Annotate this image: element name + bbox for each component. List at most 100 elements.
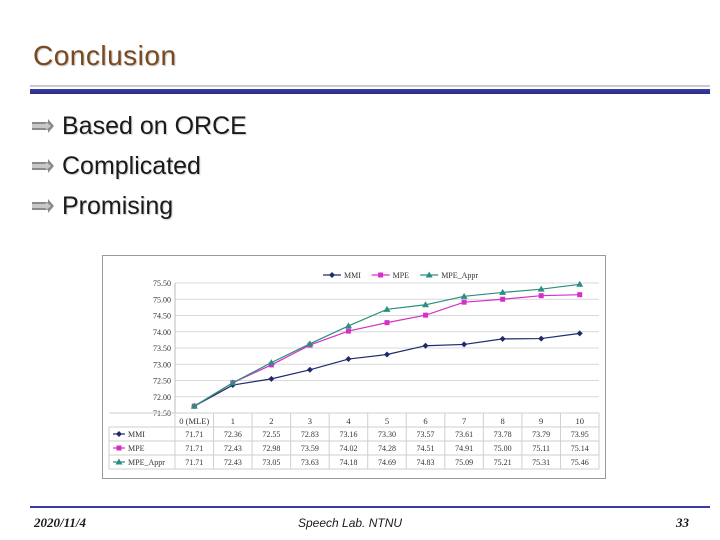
x-tick-label: 8	[501, 416, 505, 426]
title-rule-shadow	[30, 85, 710, 87]
data-point-mpe	[345, 328, 351, 334]
data-label: 73.05	[262, 458, 280, 467]
legend-label: MPE_Appr	[441, 271, 478, 280]
bullet-text: Complicated	[62, 151, 201, 180]
legend-label: MMI	[344, 271, 361, 280]
data-label: 75.14	[571, 444, 589, 453]
x-tick-label: 9	[539, 416, 543, 426]
data-point-mpe_appr	[499, 288, 507, 295]
bullet-arrow-icon	[32, 199, 54, 213]
data-label: 75.11	[532, 444, 550, 453]
data-point-mpe_appr	[267, 359, 275, 366]
data-label: 73.16	[339, 430, 357, 439]
x-tick-label: 2	[269, 416, 273, 426]
data-point-mpe_appr	[229, 379, 237, 386]
data-label: 75.00	[494, 444, 512, 453]
data-label: 73.95	[571, 430, 589, 439]
x-tick-label: 0 (MLE)	[179, 416, 209, 426]
table-legend-marker	[116, 445, 122, 451]
data-label: 71.71	[185, 430, 203, 439]
x-tick-label: 7	[462, 416, 466, 426]
x-tick-label: 1	[231, 416, 235, 426]
table-series-name: MMI	[128, 430, 145, 439]
bullet-text: Promising	[62, 191, 174, 220]
data-label: 74.28	[378, 444, 396, 453]
data-label: 73.57	[417, 430, 435, 439]
footer-date: 2020/11/4	[34, 515, 87, 530]
data-point-mpe_appr	[190, 402, 198, 409]
x-tick-label: 6	[423, 416, 427, 426]
data-label: 72.83	[301, 430, 319, 439]
data-label: 73.59	[301, 444, 319, 453]
footer-rule	[30, 506, 710, 508]
data-label: 72.43	[224, 458, 242, 467]
x-tick-label: 5	[385, 416, 389, 426]
table-legend-marker	[116, 431, 122, 437]
data-label: 73.78	[494, 430, 512, 439]
bullet-item: Complicated	[32, 146, 247, 186]
page-number: 33	[676, 515, 689, 530]
bullet-item: Based on ORCE	[32, 106, 247, 146]
x-tick-label: 3	[308, 416, 312, 426]
y-tick-label: 73.50	[153, 344, 171, 353]
data-point-mpe_appr	[422, 301, 430, 308]
data-point-mpe_appr	[383, 305, 391, 312]
bullet-text: Based on ORCE	[62, 111, 247, 140]
data-point-mmi	[345, 356, 352, 363]
y-tick-label: 74.50	[153, 312, 171, 321]
data-point-mmi	[461, 341, 468, 348]
data-point-mmi	[268, 375, 275, 382]
table-series-name: MPE_Appr	[128, 458, 165, 467]
line-chart: 71.5072.0072.5073.0073.5074.0074.5075.00…	[108, 271, 600, 470]
data-label: 73.30	[378, 430, 396, 439]
data-point-mmi	[384, 351, 390, 358]
series-line-mpe_appr	[193, 283, 580, 407]
x-tick-label: 10	[575, 416, 584, 426]
data-label: 74.51	[417, 444, 435, 453]
legend-marker	[425, 271, 433, 278]
y-tick-label: 75.00	[153, 295, 171, 304]
data-label: 72.43	[224, 444, 242, 453]
data-label: 74.69	[378, 458, 396, 467]
data-label: 73.79	[532, 430, 550, 439]
bullet-arrow-icon	[32, 159, 54, 173]
title-rule	[30, 89, 710, 94]
bullet-item: Promising	[32, 186, 247, 226]
data-point-mmi	[538, 335, 545, 342]
data-point-mpe_appr	[306, 340, 314, 347]
data-label: 72.98	[262, 444, 280, 453]
data-label: 72.36	[224, 430, 242, 439]
data-point-mpe	[500, 296, 506, 302]
data-label: 75.31	[532, 458, 550, 467]
data-point-mpe	[577, 292, 583, 298]
data-point-mpe_appr	[576, 280, 584, 287]
data-point-mpe	[384, 320, 390, 326]
legend-label: MPE	[393, 271, 410, 280]
table-legend-marker	[115, 458, 123, 465]
data-point-mmi	[576, 330, 583, 337]
y-tick-label: 73.00	[153, 360, 171, 369]
data-point-mmi	[306, 366, 313, 373]
chart-frame: 71.50 72.00 72.50 73.00 73.50 74.00 74.50 75.00…	[102, 255, 606, 479]
data-point-mpe	[423, 312, 429, 318]
data-label: 74.83	[417, 458, 435, 467]
data-point-mpe_appr	[537, 285, 545, 292]
data-label: 74.91	[455, 444, 473, 453]
slide-title: Conclusion	[33, 40, 177, 71]
data-point-mpe_appr	[344, 322, 352, 329]
data-label: 74.18	[339, 458, 357, 467]
bullet-list: Based on ORCE Complicated Promising	[32, 106, 247, 226]
data-point-mmi	[499, 335, 506, 342]
data-label: 75.46	[571, 458, 589, 467]
data-point-mpe	[538, 293, 544, 299]
data-label: 75.09	[455, 458, 473, 467]
data-label: 71.71	[185, 458, 203, 467]
data-point-mpe_appr	[460, 292, 468, 299]
series-line-mmi	[193, 332, 580, 407]
data-label: 71.71	[185, 444, 203, 453]
data-label: 75.21	[494, 458, 512, 467]
table-series-name: MPE	[128, 444, 145, 453]
data-label: 73.63	[301, 458, 319, 467]
bullet-arrow-icon	[32, 119, 54, 133]
y-tick-label: 74.00	[153, 328, 171, 337]
